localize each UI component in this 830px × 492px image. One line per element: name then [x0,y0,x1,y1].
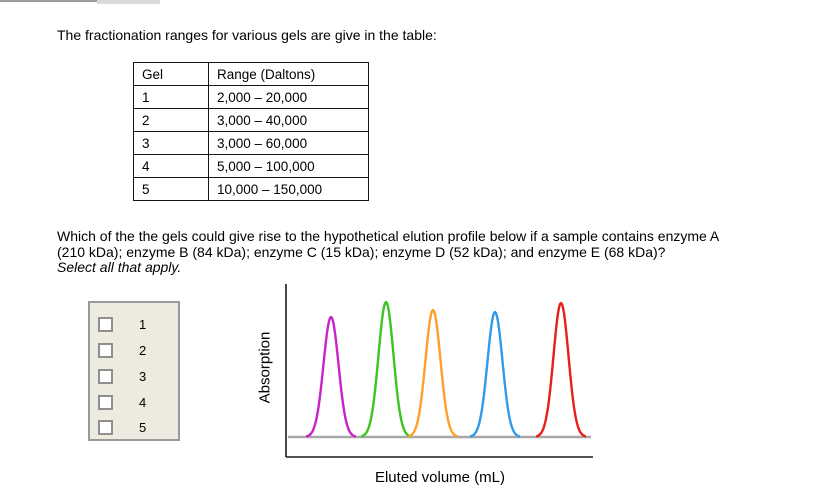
table-cell-range: 2,000 – 20,000 [208,85,369,109]
question-line-2: (210 kDa); enzyme B (84 kDa); enzyme C (… [57,243,666,260]
option-checkbox-3[interactable] [98,368,113,384]
table-row: 5 10,000 – 150,000 [133,177,369,201]
table-cell-range: 3,000 – 40,000 [208,108,369,132]
option-checkbox-4[interactable] [98,394,113,410]
table-cell-gel: 3 [133,131,209,155]
table-cell-gel: 5 [133,177,209,201]
table-row: 4 5,000 – 100,000 [133,154,369,178]
option-label-5: 5 [139,419,147,435]
peak-1-curve [305,315,357,438]
question-intro-text: The fractionation ranges for various gel… [57,27,437,43]
option-label-2: 2 [139,342,147,358]
table-cell-gel: 4 [133,154,209,178]
option-label-3: 3 [139,368,147,384]
page-top-rule-left [0,0,97,2]
table-cell-range: 10,000 – 150,000 [208,177,369,201]
table-header-gel: Gel [133,62,209,86]
table-row: 2 3,000 – 40,000 [133,108,369,132]
option-label-4: 4 [139,394,147,410]
question-line-1: Which of the the gels could give rise to… [57,228,720,244]
question-instruction: Select all that apply. [57,259,182,276]
table-cell-range: 5,000 – 100,000 [208,154,369,178]
option-checkbox-1[interactable] [98,316,113,332]
option-row-1: 1 [98,316,146,332]
option-row-3: 3 [98,368,146,384]
question-text: Which of the the gels could give rise to… [57,228,720,276]
table-row: 1 2,000 – 20,000 [133,85,369,109]
y-axis-label: Absorption [256,331,274,404]
peak-2-curve [360,300,412,438]
option-row-4: 4 [98,394,146,410]
page-top-rule-right [97,0,160,4]
answer-options-panel: 1 2 3 4 5 [88,301,180,441]
fractionation-table: Gel Range (Daltons) 1 2,000 – 20,000 2 3… [133,62,369,201]
peak-4-curve [469,310,521,438]
table-cell-gel: 1 [133,85,209,109]
x-axis-label: Eluted volume (mL) [374,469,506,486]
option-row-2: 2 [98,342,146,358]
option-label-1: 1 [139,316,147,332]
table-cell-gel: 2 [133,108,209,132]
peak-3-curve [407,308,459,438]
peak-5-curve [535,301,587,438]
option-checkbox-5[interactable] [98,419,113,435]
option-row-5: 5 [98,419,146,435]
option-checkbox-2[interactable] [98,342,113,358]
table-header-row: Gel Range (Daltons) [133,62,369,86]
table-row: 3 3,000 – 60,000 [133,131,369,155]
table-header-range: Range (Daltons) [208,62,369,86]
table-cell-range: 3,000 – 60,000 [208,131,369,155]
